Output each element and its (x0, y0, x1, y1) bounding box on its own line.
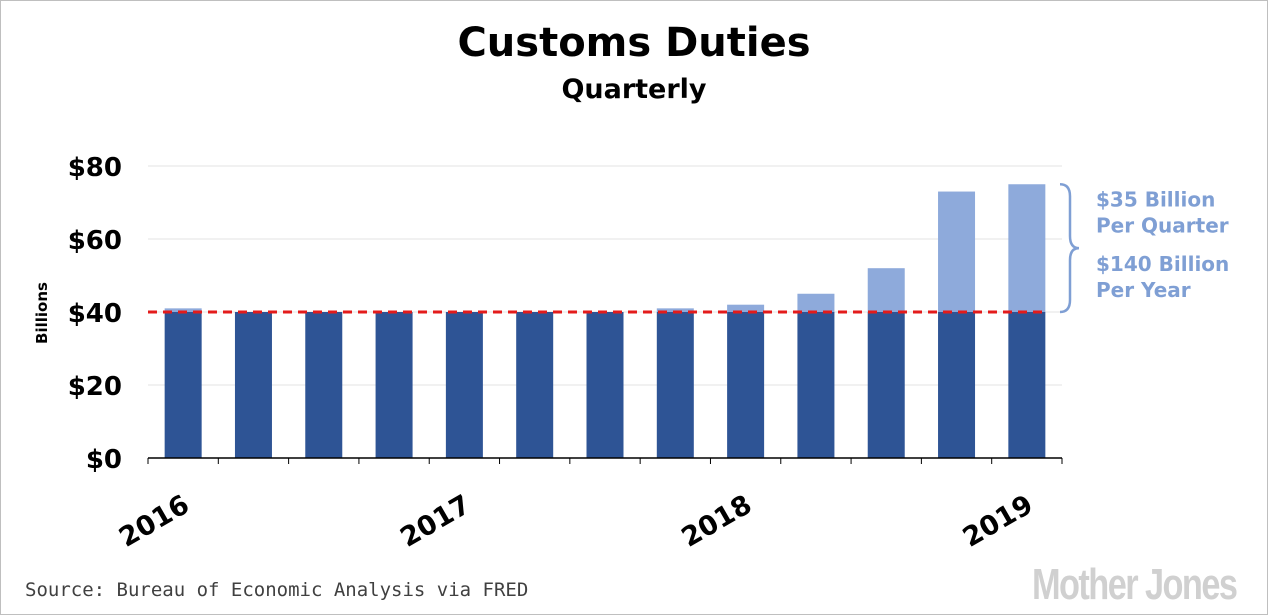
annotation-line1: $140 Billion (1096, 252, 1229, 276)
bar-excess (867, 268, 905, 312)
bar-base (656, 312, 694, 458)
y-tick-label: $60 (68, 226, 122, 256)
x-tick-label: 2016 (114, 489, 195, 553)
bar-base (445, 312, 483, 458)
y-tick-label: $80 (68, 153, 122, 183)
bar-excess (938, 191, 976, 312)
x-tick-label: 2017 (395, 489, 476, 553)
x-tick-label: 2018 (677, 489, 758, 553)
y-tick-label: $20 (68, 372, 122, 402)
bar-base (1008, 312, 1046, 458)
bar-base (727, 312, 765, 458)
bar-base (375, 312, 413, 458)
bar-base (797, 312, 835, 458)
bar-base (164, 312, 202, 458)
bar-base (234, 312, 272, 458)
bar-excess (656, 308, 694, 312)
annotation-line1: $35 Billion (1096, 187, 1215, 211)
bar-base (516, 312, 554, 458)
bar-excess (797, 293, 835, 312)
bar-excess (727, 304, 765, 312)
bar-excess (1008, 184, 1046, 312)
bar-base (586, 312, 624, 458)
annotation-line2: Per Quarter (1096, 213, 1229, 237)
bar-base (867, 312, 905, 458)
bar-base (305, 312, 343, 458)
chart-subtitle: Quarterly (561, 74, 707, 105)
y-tick-label: $0 (86, 445, 122, 475)
publisher-logo: Mother Jones (1032, 560, 1238, 609)
bar-base (938, 312, 976, 458)
annotation-line2: Per Year (1096, 278, 1191, 302)
y-tick-label: $40 (68, 299, 122, 329)
x-tick-label: 2019 (958, 489, 1039, 553)
chart-title: Customs Duties (457, 20, 811, 66)
source-note: Source: Bureau of Economic Analysis via … (25, 579, 529, 601)
bar-excess (164, 308, 202, 312)
annotation-brace (1059, 183, 1080, 314)
